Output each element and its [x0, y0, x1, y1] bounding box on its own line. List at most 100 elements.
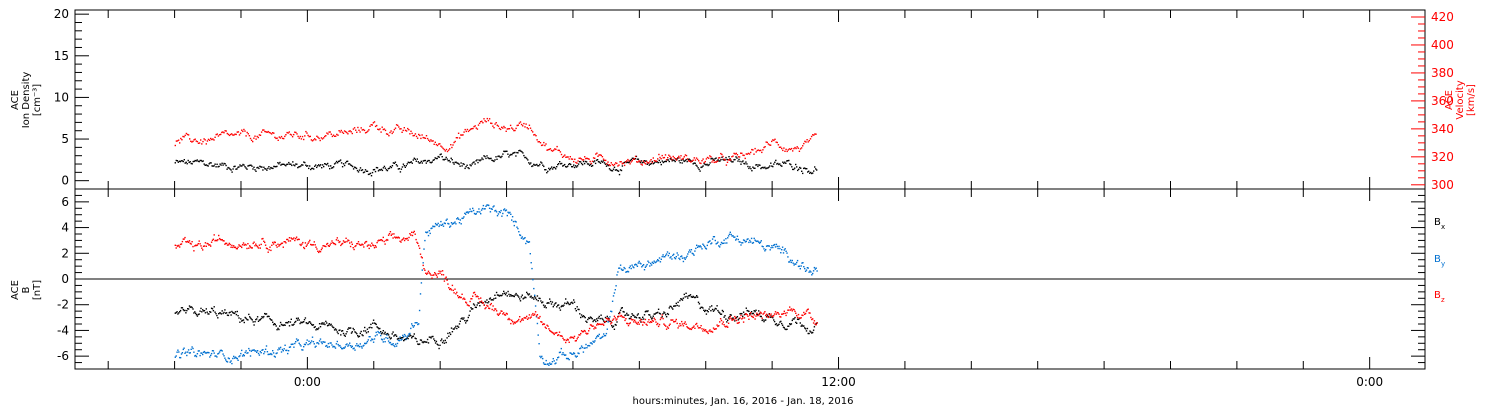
density-series-point — [391, 165, 394, 167]
bx-series-point — [727, 319, 729, 321]
by-series-point — [635, 264, 638, 266]
bx-series-point — [237, 315, 239, 317]
by-series-point — [366, 340, 369, 343]
bz-series-point — [694, 327, 696, 329]
bx-series-point — [706, 310, 708, 312]
velocity-series-point — [326, 132, 328, 134]
by-series-point — [263, 352, 265, 355]
velocity-series-point — [649, 160, 651, 162]
velocity-series-point — [764, 146, 766, 148]
by-series-point — [507, 211, 509, 213]
velocity-series-point — [273, 132, 275, 134]
bz-series-point — [590, 324, 593, 326]
velocity-series-point — [699, 162, 701, 164]
velocity-series-point — [729, 159, 731, 161]
velocity-series-point — [723, 158, 725, 160]
bx-series-point — [376, 326, 378, 328]
velocity-series-point — [682, 157, 684, 160]
by-series-point — [201, 352, 203, 354]
density-series-point — [423, 159, 425, 162]
velocity-series-point — [410, 130, 412, 132]
velocity-series-point — [609, 164, 611, 167]
velocity-series-point — [338, 130, 340, 132]
density-series-point — [189, 161, 191, 163]
velocity-series-point — [708, 157, 710, 159]
bz-series-point — [763, 312, 765, 314]
velocity-series-point — [374, 125, 377, 128]
by-series-point — [323, 341, 325, 343]
by-series-point — [237, 359, 239, 361]
by-series-point — [704, 247, 707, 249]
bz-series-point — [463, 297, 465, 299]
bz-series-point — [809, 312, 811, 314]
velocity-series-point — [443, 148, 445, 151]
by-series-point — [470, 210, 472, 213]
velocity-series-point — [330, 133, 332, 135]
bz-series-point — [579, 334, 581, 336]
velocity-series-point — [234, 133, 236, 135]
velocity-series-point — [532, 131, 534, 133]
density-series-point — [580, 162, 583, 165]
density-series-point — [686, 160, 688, 163]
bz-series-point — [349, 245, 352, 248]
by-series-point — [325, 345, 327, 347]
bx-series-point — [184, 309, 186, 312]
by-series-point — [640, 263, 642, 265]
bx-series-point — [223, 311, 225, 314]
by-series-point — [766, 245, 769, 247]
velocity-series-point — [194, 138, 196, 140]
bx-series-point — [811, 332, 813, 334]
velocity-series-point — [722, 155, 724, 158]
velocity-series-point — [784, 150, 786, 152]
bz-series-point — [514, 322, 516, 324]
bx-series-point — [267, 315, 269, 317]
velocity-series-point — [264, 130, 266, 133]
by-series-point — [313, 343, 315, 345]
velocity-series-point — [348, 130, 350, 133]
density-series-point — [210, 162, 212, 164]
density-series-point — [685, 158, 687, 161]
bz-series-point — [783, 310, 785, 312]
density-series-point — [214, 163, 216, 165]
density-series-point — [260, 166, 262, 168]
by-series-point — [778, 245, 780, 248]
by-series-point — [410, 327, 412, 330]
velocity-series-point — [588, 158, 590, 160]
by-series-point — [697, 245, 700, 247]
velocity-series-point — [805, 141, 807, 143]
velocity-series-point — [755, 151, 757, 153]
density-series-point — [277, 162, 279, 164]
bz-series-point — [541, 321, 543, 323]
by-series-point — [189, 352, 191, 354]
by-series-point — [372, 338, 374, 341]
by-series-point — [543, 363, 546, 365]
by-series-point — [735, 238, 738, 240]
bz-series-point — [405, 238, 407, 240]
velocity-series-point — [265, 131, 267, 133]
bx-series-point — [296, 319, 299, 321]
bx-series-point — [656, 312, 658, 314]
by-series-point — [391, 344, 393, 346]
velocity-series-point — [281, 137, 284, 140]
bz-series-point — [247, 243, 249, 245]
bz-series-point — [539, 315, 541, 318]
bx-series-point — [356, 333, 358, 335]
by-series-point — [437, 222, 439, 225]
density-series-point — [178, 160, 180, 162]
bx-series-point — [513, 295, 515, 298]
bz-series-point — [434, 273, 437, 275]
bz-series-point — [634, 319, 636, 321]
density-series-point — [646, 163, 648, 165]
bz-series-point — [233, 246, 236, 249]
by-series-point — [493, 205, 495, 207]
velocity-series-point — [551, 150, 554, 152]
velocity-series-point — [526, 127, 528, 129]
by-series-point — [578, 352, 580, 355]
density-series-point — [799, 166, 801, 169]
bz-series-point — [796, 314, 798, 317]
bz-series-point — [329, 244, 331, 246]
bx-series-point — [595, 320, 597, 323]
velocity-series-point — [452, 144, 454, 146]
velocity-series-point — [646, 160, 648, 163]
bz-series-point — [706, 331, 708, 333]
